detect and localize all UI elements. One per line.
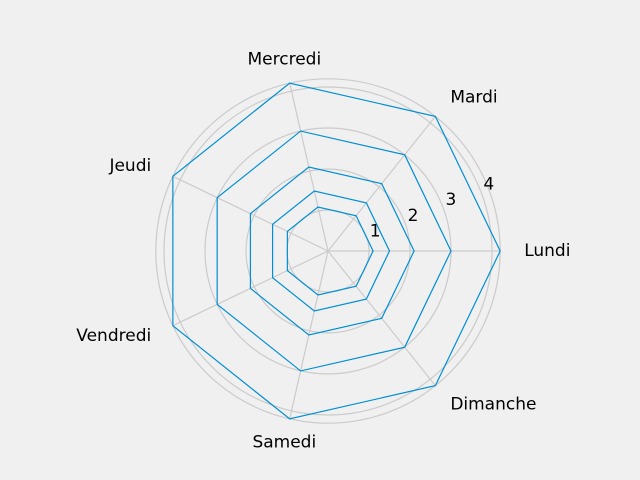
radial-tick-labels: 1 2 3 4 [370, 174, 494, 241]
series-line-3 [249, 166, 415, 336]
series-line-1 [286, 206, 374, 296]
radial-tick-label: 1 [370, 221, 381, 241]
category-label-vendredi: Vendredi [76, 326, 151, 346]
category-label-jeudi: Jeudi [108, 156, 151, 176]
category-label-dimanche: Dimanche [450, 394, 536, 414]
series-line-2 [271, 190, 391, 312]
series-line-5 [172, 82, 501, 420]
series-group [172, 82, 501, 420]
series-line-4 [216, 130, 452, 372]
category-label-lundi: Lundi [524, 241, 570, 261]
category-label-mardi: Mardi [450, 88, 497, 108]
radial-tick-label: 3 [445, 190, 456, 210]
category-label-samedi: Samedi [252, 432, 316, 452]
radial-tick-label: 2 [408, 206, 419, 226]
category-label-mercredi: Mercredi [247, 50, 321, 70]
radial-tick-label: 4 [483, 174, 494, 194]
category-labels: Lundi Mardi Mercredi Jeudi Vendredi Samedi Dim… [76, 50, 570, 453]
